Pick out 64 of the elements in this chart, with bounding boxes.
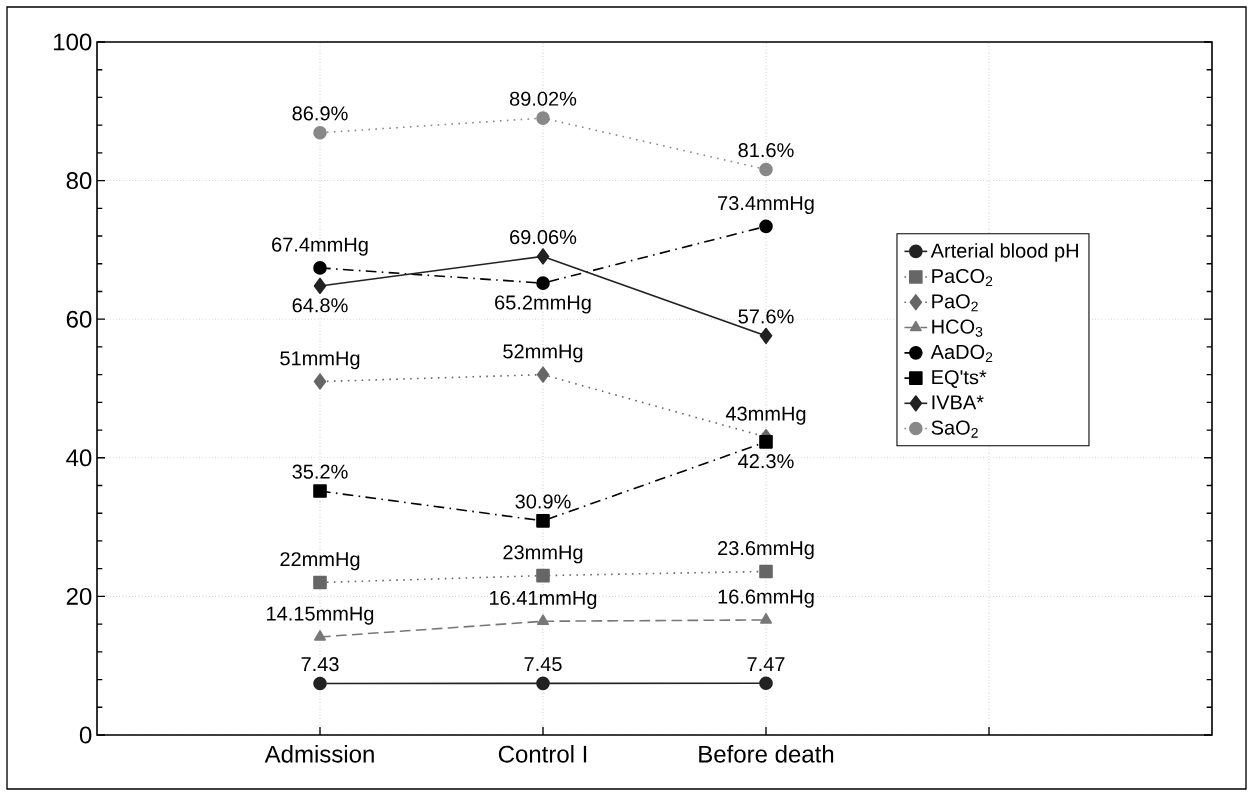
data-label: 73.4mmHg xyxy=(718,195,814,215)
y-tick-label: 80 xyxy=(66,172,92,190)
data-label: 23.6mmHg xyxy=(718,541,814,560)
point xyxy=(759,327,773,344)
y-tick-label: 20 xyxy=(66,587,92,605)
x-tick-label: Control I xyxy=(498,745,587,763)
data-label: 86.9% xyxy=(292,106,348,121)
point xyxy=(536,514,550,528)
data-label: 30.9% xyxy=(515,494,571,509)
data-label: 89.02% xyxy=(509,91,577,106)
legend-label: HCO$_{3}$ xyxy=(932,319,983,337)
data-label: 7.47 xyxy=(747,657,785,671)
point xyxy=(313,261,327,275)
data-label: 51mmHg xyxy=(280,351,360,370)
legend-label: AaDO$_{2}$ xyxy=(930,344,993,362)
point xyxy=(536,248,550,265)
point xyxy=(759,219,773,234)
point xyxy=(313,484,327,498)
point xyxy=(536,568,550,583)
point xyxy=(537,614,549,626)
data-label: 67.4mmHg xyxy=(272,237,368,256)
y-tick-label: 60 xyxy=(66,310,92,328)
data-label: 69.06% xyxy=(510,229,577,245)
legend-label: SaO$_{2}$ xyxy=(931,420,978,438)
point xyxy=(313,676,327,691)
point xyxy=(314,630,326,641)
y-tick-label: 0 xyxy=(79,726,92,744)
point xyxy=(759,676,773,691)
point xyxy=(313,277,327,295)
x-tick-label: Admission xyxy=(264,745,374,763)
data-label: 16.41mmHg xyxy=(490,590,597,609)
data-label: 65.2mmHg xyxy=(495,295,591,314)
point xyxy=(536,276,550,290)
point xyxy=(759,162,773,177)
legend-label: IVBA* xyxy=(932,395,984,410)
data-label: 81.6% xyxy=(738,143,794,158)
legend-label: PaCO$_{2}$ xyxy=(932,268,993,287)
data-label: 57.6% xyxy=(738,309,794,324)
data-label: 7.45 xyxy=(524,657,562,672)
data-label: 43mmHg xyxy=(725,406,806,425)
point xyxy=(313,575,327,590)
data-label: 14.15mmHg xyxy=(267,606,374,625)
data-label: 23mmHg xyxy=(503,545,583,564)
point xyxy=(536,111,550,125)
legend-label: EQ'ts* xyxy=(932,370,987,388)
legend-label: Arterial blood pH xyxy=(930,243,1078,262)
data-label: 22mmHg xyxy=(280,552,360,571)
x-tick-label: Before death xyxy=(699,745,834,763)
point xyxy=(313,373,327,390)
point xyxy=(760,613,772,624)
legend-label: PaO$_{2}$ xyxy=(932,294,978,312)
point xyxy=(536,676,550,691)
data-label: 35.2% xyxy=(292,464,348,479)
data-label: 52mmHg xyxy=(503,344,583,363)
data-label: 16.6mmHg xyxy=(718,589,814,608)
data-label: 64.8% xyxy=(292,298,348,313)
y-tick-label: 100 xyxy=(54,33,92,51)
data-label: 42.3% xyxy=(738,454,794,469)
point xyxy=(313,125,327,140)
point xyxy=(759,435,773,449)
point xyxy=(759,564,773,579)
data-label: 7.43 xyxy=(301,657,339,672)
y-tick-label: 40 xyxy=(66,449,92,467)
point xyxy=(536,366,550,383)
